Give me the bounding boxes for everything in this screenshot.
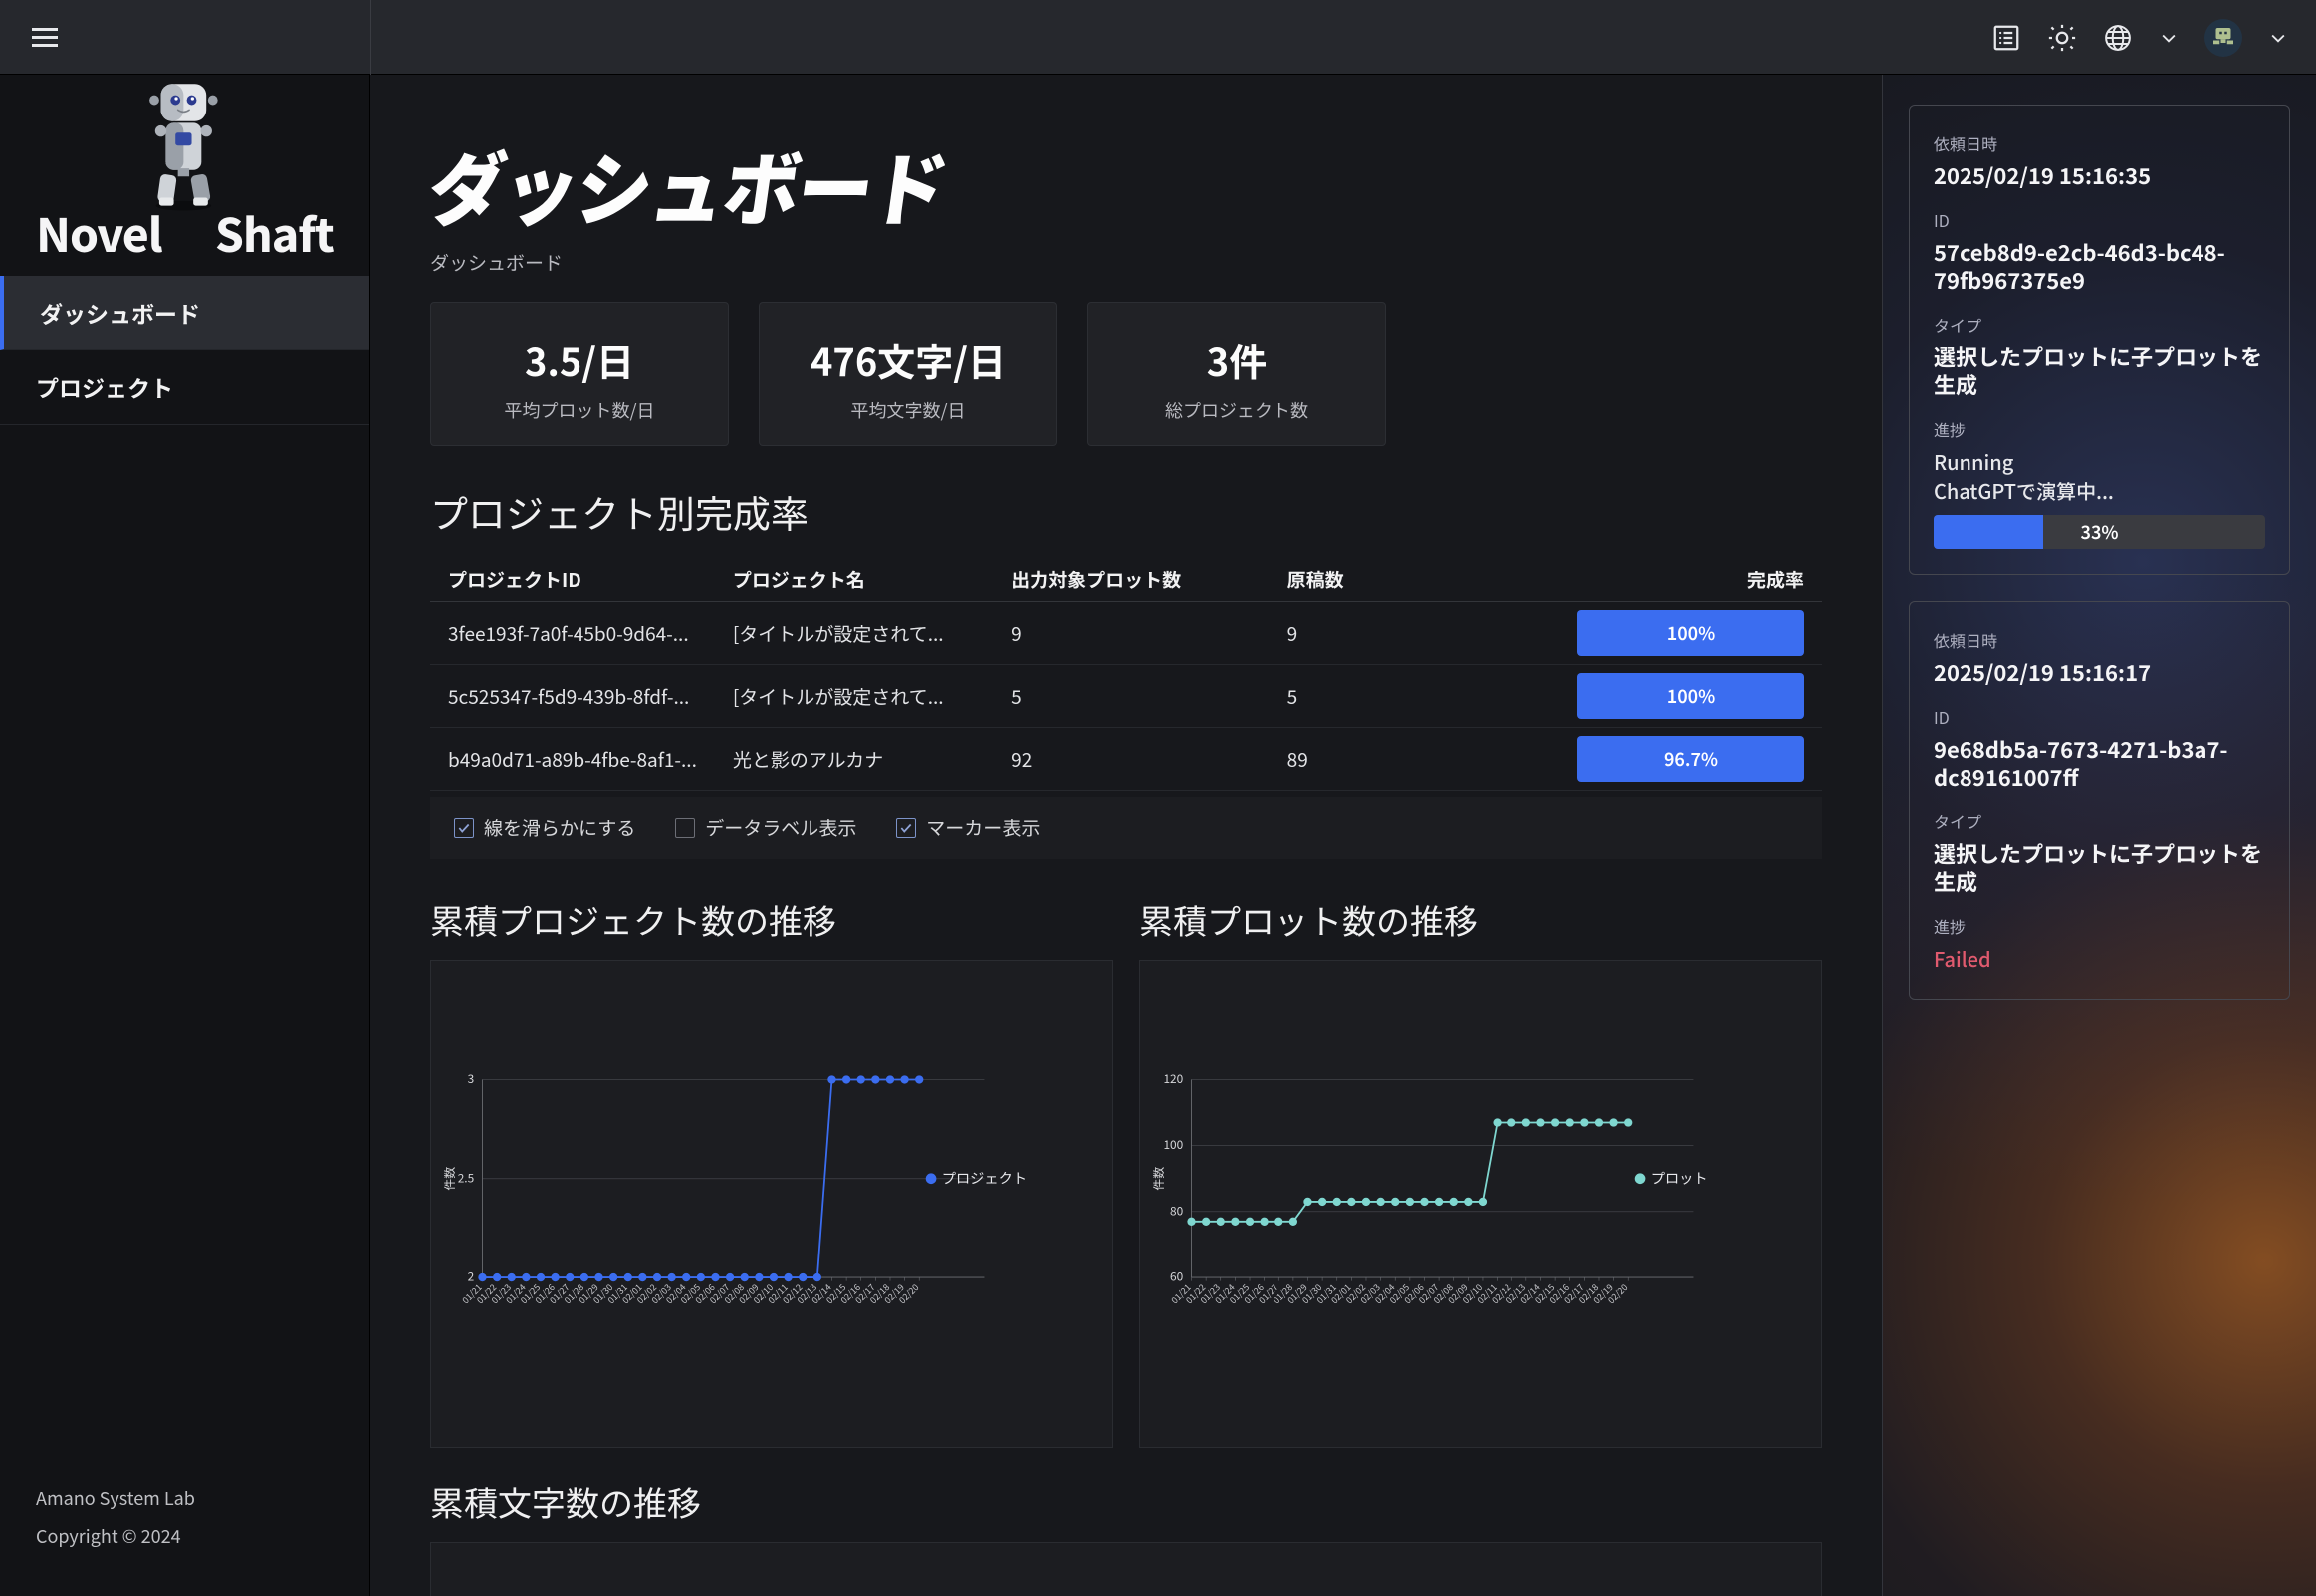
svg-text:120: 120 [1163,1070,1183,1087]
svg-text:80: 80 [1170,1202,1183,1219]
svg-text:3: 3 [468,1070,475,1087]
svg-text:100: 100 [1163,1136,1183,1153]
svg-text:プロット: プロット [1651,1169,1708,1189]
svg-text:件数: 件数 [441,1167,458,1191]
svg-text:2.5: 2.5 [458,1169,474,1186]
svg-text:60: 60 [1170,1268,1183,1285]
svg-text:件数: 件数 [1150,1167,1167,1191]
svg-text:プロジェクト: プロジェクト [942,1169,1027,1189]
